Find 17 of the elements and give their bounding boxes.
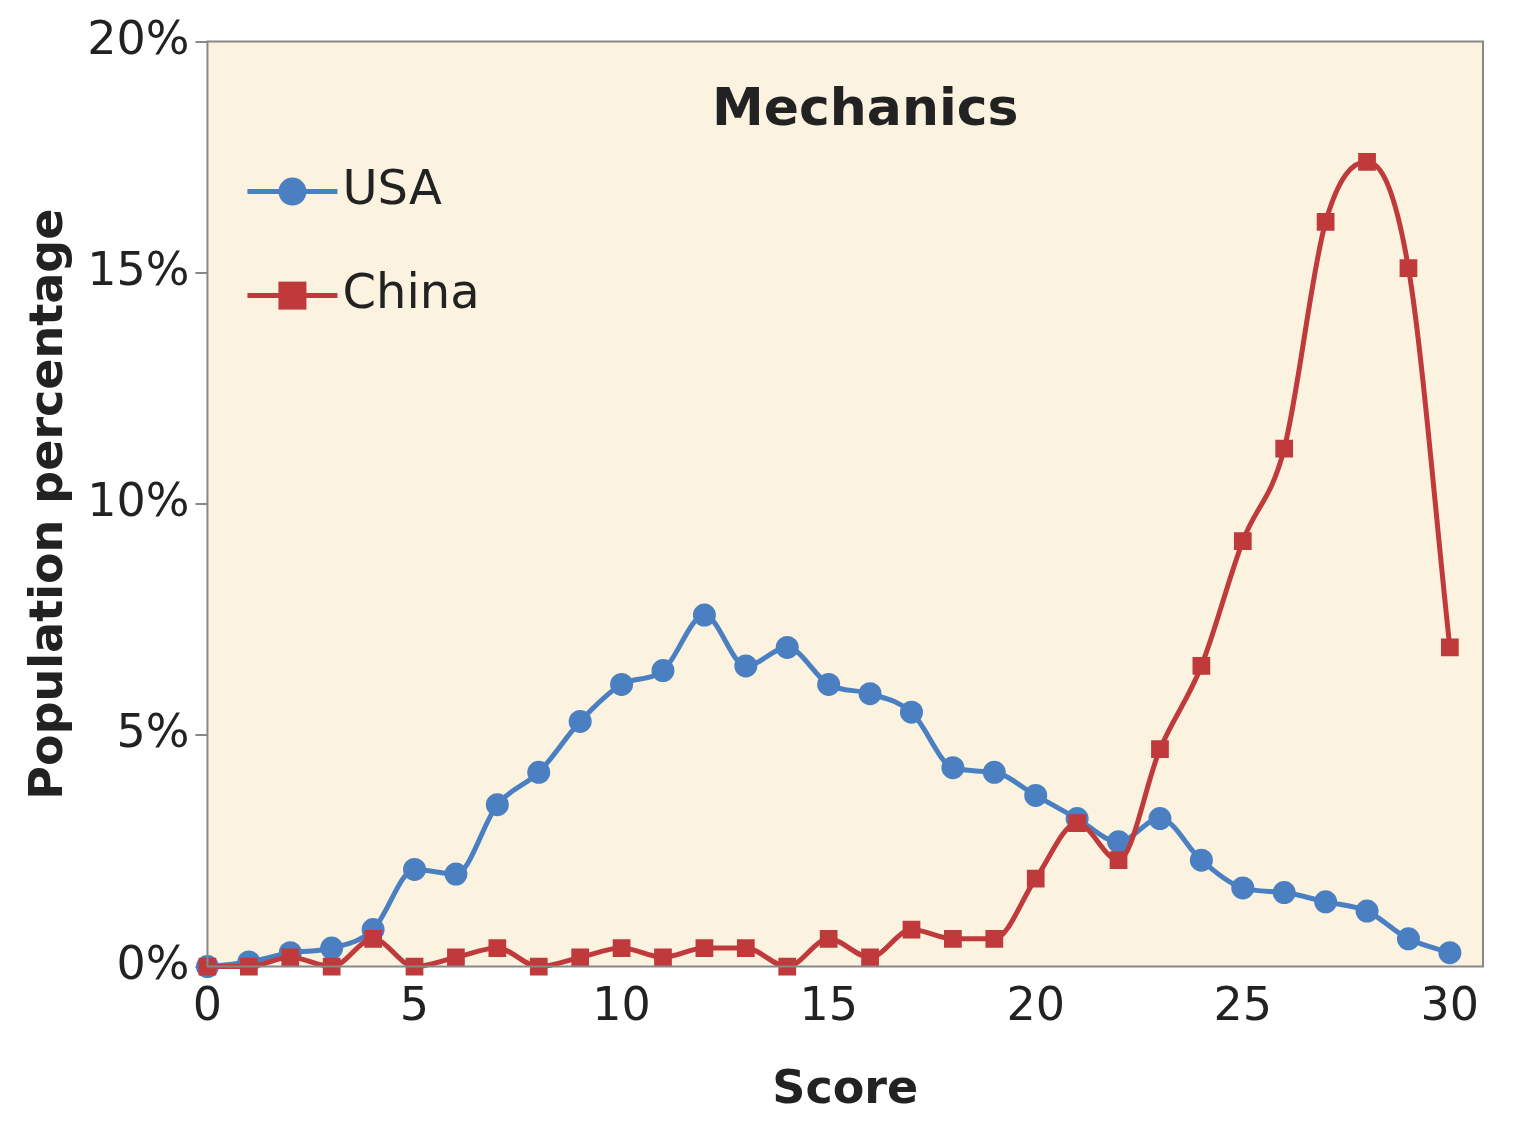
y-tick-label: 10% xyxy=(87,473,190,528)
x-tick-label: 15 xyxy=(799,977,858,1032)
x-tick-label: 0 xyxy=(192,977,223,1032)
x-tick-label: 30 xyxy=(1420,977,1480,1032)
y-tick-label: 0% xyxy=(116,935,190,990)
y-tick-label: 5% xyxy=(116,704,190,759)
legend-label: USA xyxy=(342,159,442,216)
x-tick-label: 20 xyxy=(1006,977,1065,1032)
x-axis-title: Score xyxy=(772,1060,919,1115)
y-tick-label: 20% xyxy=(87,10,190,65)
text: Mechanics xyxy=(711,77,1019,138)
legend-label: China xyxy=(342,263,480,320)
x-tick-label: 10 xyxy=(592,977,651,1032)
y-axis-title: Population percentage xyxy=(18,208,73,800)
x-tick-label: 25 xyxy=(1213,977,1273,1032)
y-tick-label: 15% xyxy=(87,241,190,296)
x-tick-label: 5 xyxy=(399,977,430,1032)
